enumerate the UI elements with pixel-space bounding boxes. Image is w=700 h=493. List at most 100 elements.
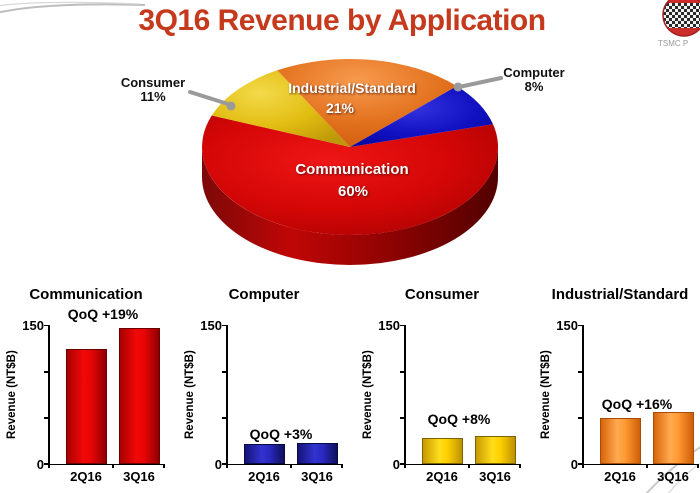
axis-tick <box>163 464 165 468</box>
axis-tick <box>112 464 114 468</box>
axis-tick <box>400 371 405 373</box>
y-min-label: 0 <box>392 457 400 472</box>
y-min-label: 0 <box>570 457 578 472</box>
axis-tick <box>222 324 227 326</box>
bar-panel-consumer: Consumer QoQ +8% Revenue (NT$B) 150 0 2Q… <box>358 285 526 493</box>
pie-slice-consumer <box>211 70 350 147</box>
qoq-label: QoQ +19% <box>67 306 139 322</box>
bar-2q16 <box>600 418 641 464</box>
y-axis-line <box>404 325 406 465</box>
callout-consumer-label: Consumer <box>120 75 186 90</box>
axis-tick <box>290 464 292 468</box>
panel-title: Communication <box>29 286 143 303</box>
y-axis-title: Revenue (NT$B) <box>6 350 18 439</box>
category-label-3q16: 3Q16 <box>479 469 511 484</box>
pie-pct-communication: 60% <box>337 183 369 200</box>
y-axis-title: Revenue (NT$B) <box>362 350 374 439</box>
pie-chart <box>202 58 499 265</box>
x-axis-line <box>226 463 343 465</box>
axis-tick <box>222 417 227 419</box>
tsmc-logo <box>662 0 700 37</box>
y-axis-line <box>226 325 228 465</box>
axis-tick <box>226 464 228 468</box>
qoq-label: QoQ +8% <box>427 411 491 427</box>
y-min-label: 0 <box>214 457 222 472</box>
y-axis-title: Revenue (NT$B) <box>184 350 196 439</box>
pie-slice-computer <box>350 86 493 147</box>
bar-panel-communication: Communication QoQ +19% Revenue (NT$B) 15… <box>2 285 170 493</box>
category-label-2q16: 2Q16 <box>70 469 102 484</box>
x-axis-line <box>582 463 699 465</box>
axis-tick <box>400 417 405 419</box>
callout-computer-label: Computer <box>503 65 565 80</box>
axis-tick <box>646 464 648 468</box>
axis-tick <box>44 463 49 465</box>
bar-3q16 <box>653 412 694 464</box>
panel-title: Industrial/Standard <box>551 286 689 303</box>
qoq-label: QoQ +16% <box>601 396 673 412</box>
logo-caption: TSMC P <box>658 39 689 48</box>
bar-2q16 <box>422 437 463 464</box>
pie-label-industrial-standard: Industrial/Standard <box>288 80 416 96</box>
pie-pct-industrial-standard: 21% <box>325 100 355 116</box>
leader-dot-computer <box>453 82 463 92</box>
y-max-label: 150 <box>378 318 400 333</box>
axis-tick <box>519 464 521 468</box>
axis-tick <box>697 464 699 468</box>
bar-2q16 <box>244 443 285 464</box>
category-label-2q16: 2Q16 <box>426 469 458 484</box>
pie-slice-communication <box>202 115 499 235</box>
axis-tick <box>468 464 470 468</box>
axis-tick <box>578 371 583 373</box>
callout-consumer: Consumer 11% <box>103 76 203 104</box>
y-max-label: 150 <box>22 318 44 333</box>
axis-tick <box>400 324 405 326</box>
leader-line-consumer <box>188 90 236 111</box>
y-max-label: 150 <box>556 318 578 333</box>
category-label-3q16: 3Q16 <box>657 469 689 484</box>
panel-title: Consumer <box>404 286 480 303</box>
axis-tick <box>404 464 406 468</box>
x-axis-line <box>48 463 165 465</box>
category-label-2q16: 2Q16 <box>604 469 636 484</box>
callout-computer-pct: 8% <box>524 79 544 94</box>
axis-tick <box>341 464 343 468</box>
y-axis-title: Revenue (NT$B) <box>540 350 552 439</box>
axis-tick <box>582 464 584 468</box>
panel-title: Computer <box>228 286 300 303</box>
pie-slice-industrial-standard <box>277 58 457 148</box>
axis-tick <box>578 463 583 465</box>
pie-side-wall <box>202 147 498 265</box>
x-axis-line <box>404 463 521 465</box>
slide-title: 3Q16 Revenue by Application <box>138 4 546 37</box>
leader-line-computer <box>453 76 503 92</box>
axis-tick <box>44 371 49 373</box>
axis-tick <box>222 371 227 373</box>
bar-3q16 <box>475 436 516 464</box>
bar-panel-computer: Computer QoQ +3% Revenue (NT$B) 150 0 2Q… <box>180 285 348 493</box>
bar-3q16 <box>119 327 160 464</box>
leader-dot-consumer <box>226 101 236 111</box>
y-max-label: 150 <box>200 318 222 333</box>
axis-tick <box>578 417 583 419</box>
y-min-label: 0 <box>36 457 44 472</box>
axis-tick <box>222 463 227 465</box>
axis-tick <box>578 324 583 326</box>
category-label-2q16: 2Q16 <box>248 469 280 484</box>
qoq-label: QoQ +3% <box>249 426 313 442</box>
category-label-3q16: 3Q16 <box>301 469 333 484</box>
callout-computer: Computer 8% <box>484 66 584 94</box>
bar-3q16 <box>297 442 338 464</box>
axis-tick <box>44 324 49 326</box>
callout-consumer-pct: 11% <box>140 89 166 104</box>
category-label-3q16: 3Q16 <box>123 469 155 484</box>
y-axis-line <box>582 325 584 465</box>
axis-tick <box>48 464 50 468</box>
swoosh-top-left <box>0 1 146 14</box>
bar-panel-industrial-standard: Industrial/Standard QoQ +16% Revenue (NT… <box>536 285 700 493</box>
bar-2q16 <box>66 348 107 464</box>
y-axis-line <box>48 325 50 465</box>
swoosh-bottom-right <box>645 446 700 493</box>
